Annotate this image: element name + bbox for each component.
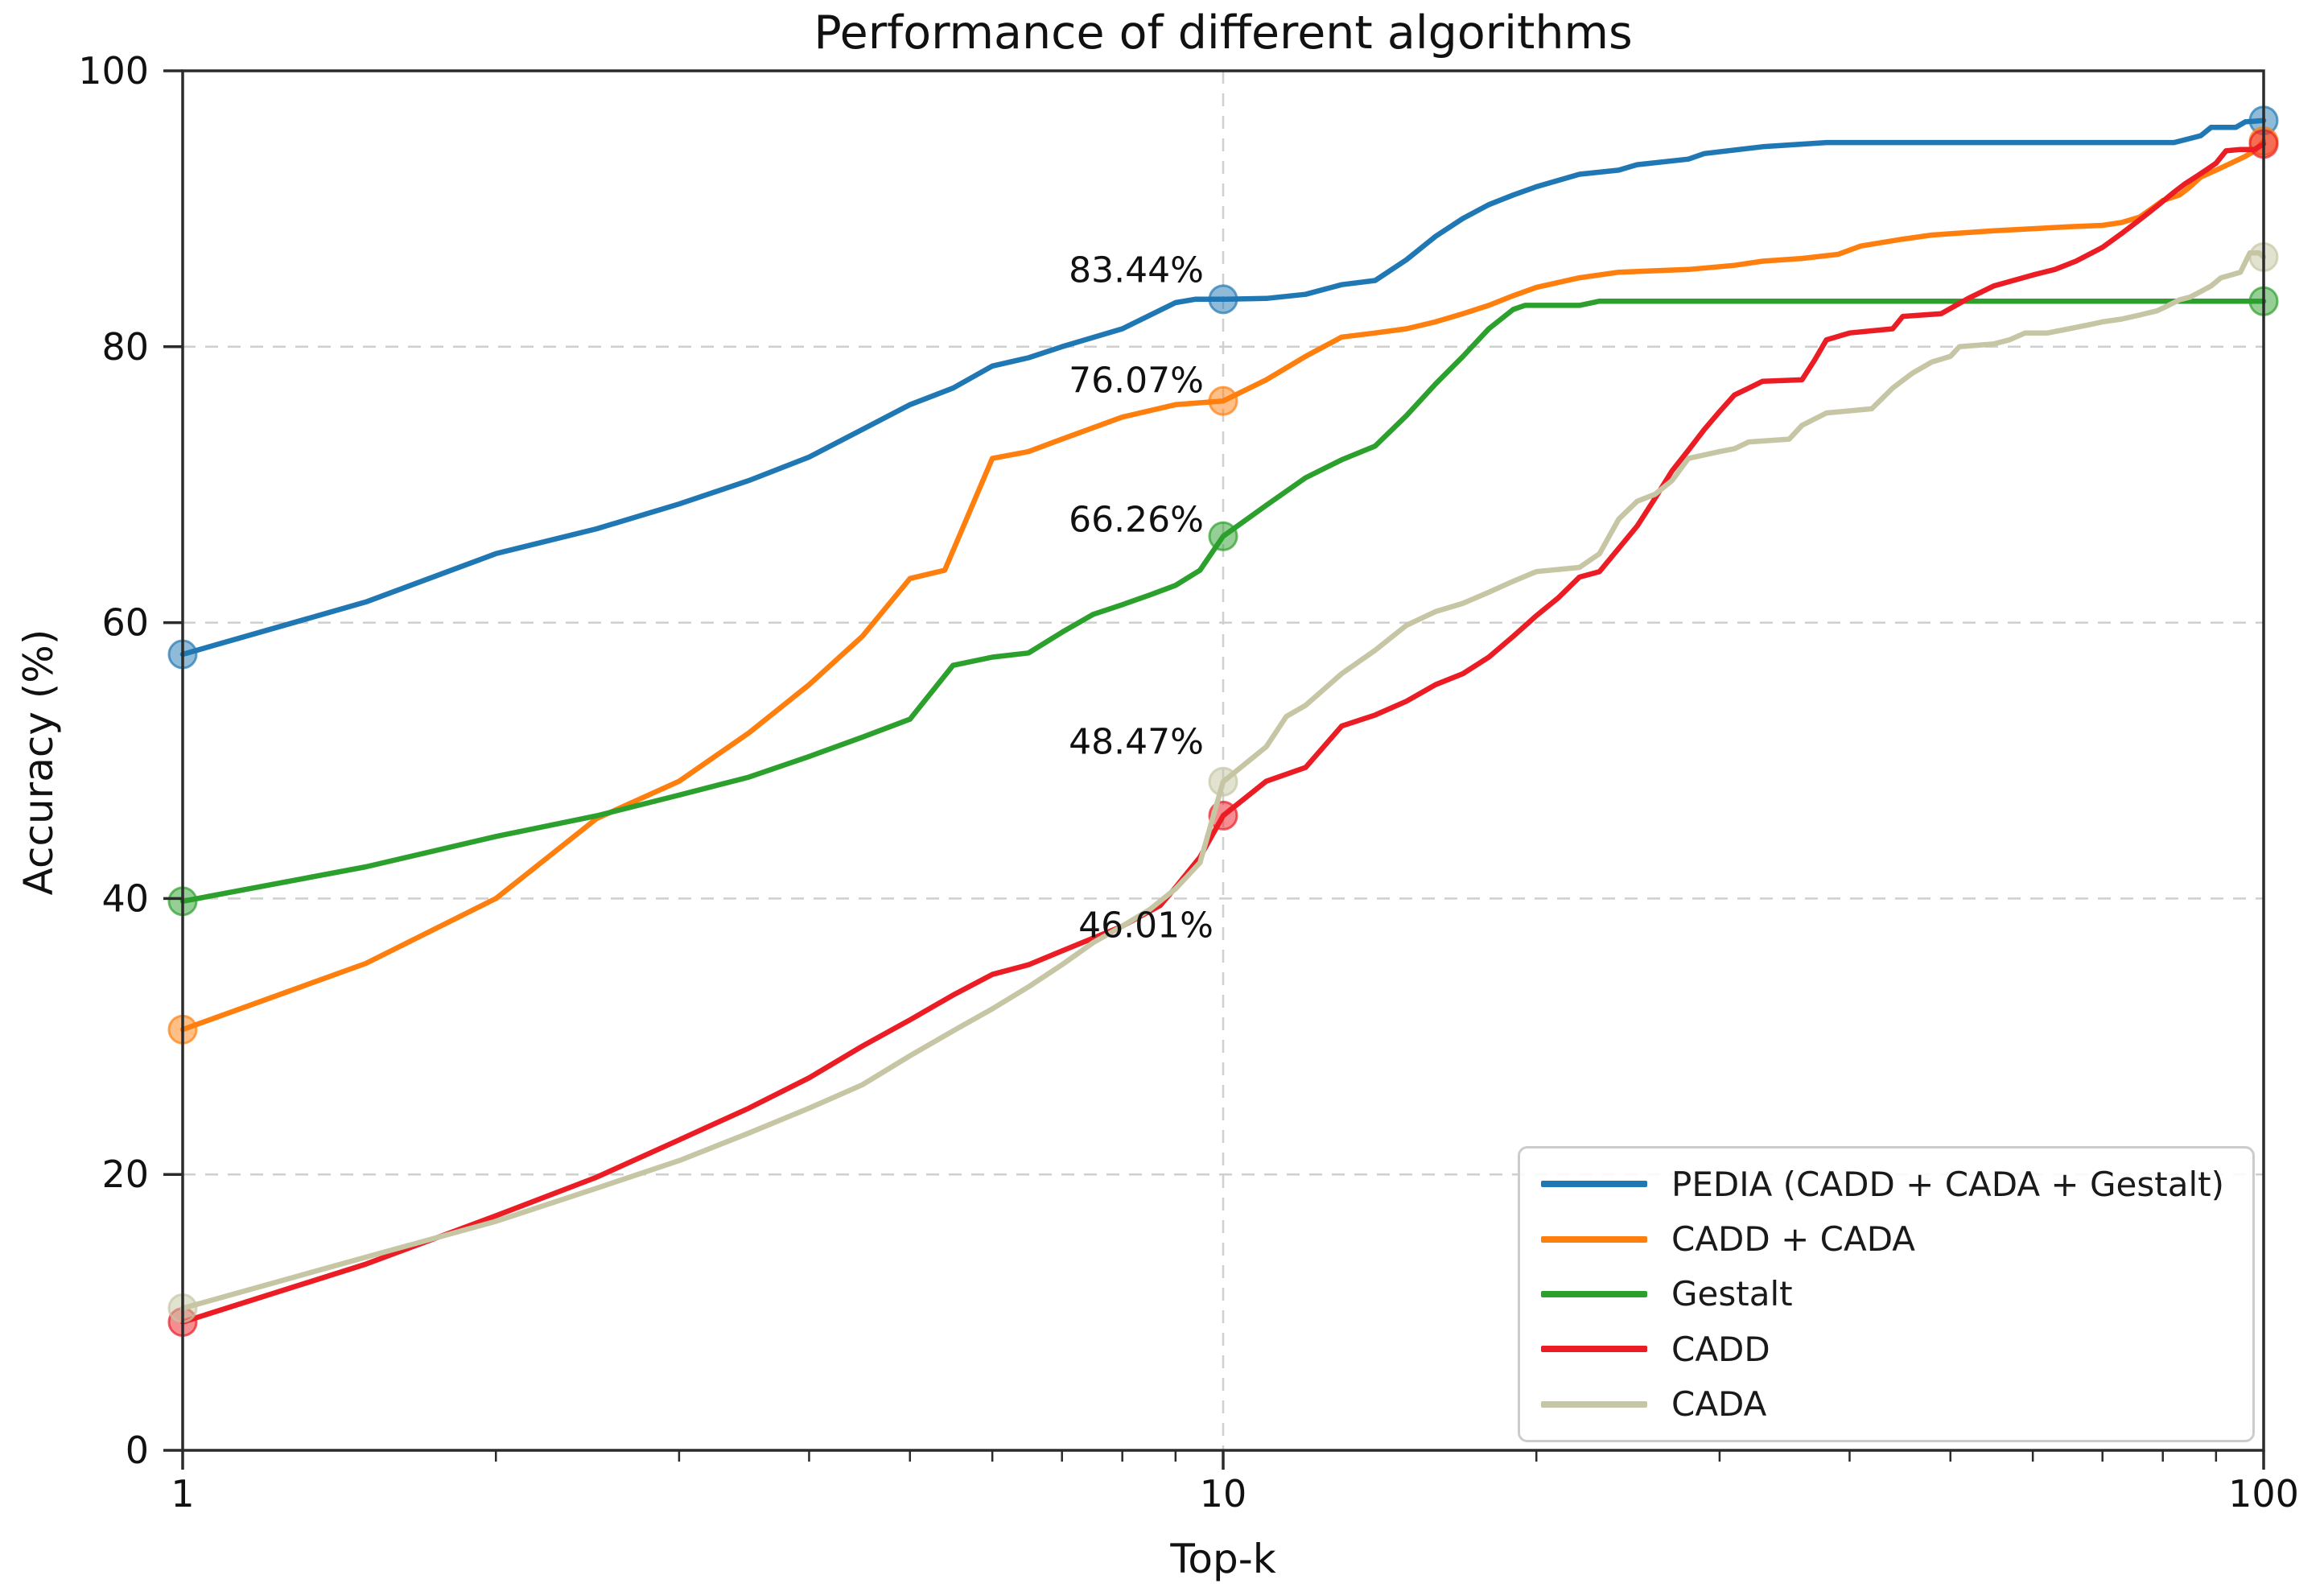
legend-line-sample-gestalt: [1541, 1290, 1647, 1297]
annotation-cada-top10: 48.47%: [1069, 721, 1204, 763]
y-tick-label-60: 60: [101, 601, 149, 645]
legend-label: Gestalt: [1671, 1274, 1793, 1314]
legend-item-pedia: PEDIA (CADD + CADA + Gestalt): [1541, 1165, 2252, 1204]
y-tick-label-20: 20: [101, 1153, 149, 1196]
y-tick-label-0: 0: [126, 1429, 149, 1472]
legend-label: PEDIA (CADD + CADA + Gestalt): [1671, 1164, 2224, 1204]
series-marker-2-k10: [1208, 521, 1238, 551]
series-marker-0-k10: [1208, 284, 1238, 315]
annotation-pedia-top10: 83.44%: [1069, 250, 1204, 291]
x-tick-label-10: 10: [1200, 1472, 1247, 1516]
annotation-cadd-top10: 46.01%: [1078, 905, 1214, 946]
legend-label: CADD + CADA: [1671, 1219, 1916, 1260]
legend-line-sample-cadd-cada: [1541, 1235, 1647, 1243]
legend-line-sample-cada: [1541, 1400, 1647, 1408]
chart-title: Performance of different algorithms: [814, 6, 1633, 60]
series-marker-1-k10: [1208, 386, 1238, 416]
y-tick-label-80: 80: [101, 325, 149, 369]
series-line-3: [179, 141, 2267, 1325]
legend-item-gestalt: Gestalt: [1541, 1274, 2252, 1314]
x-axis-label: Top-k: [1170, 1536, 1276, 1582]
x-tick-label-1: 1: [171, 1472, 194, 1516]
x-tick-label-100: 100: [2228, 1472, 2299, 1516]
series-line-0: [179, 118, 2267, 658]
legend-line-sample-pedia: [1541, 1181, 1647, 1188]
legend-label: CADD: [1671, 1329, 1770, 1369]
annotation-cadd-cada-top10: 76.07%: [1069, 360, 1204, 402]
legend-label: CADA: [1671, 1384, 1767, 1425]
series-marker-4-k10: [1208, 766, 1238, 797]
annotation-gestalt-top10: 66.26%: [1069, 499, 1204, 541]
legend-line-sample-cadd: [1541, 1346, 1647, 1353]
legend-item-cada: CADA: [1541, 1384, 2252, 1424]
y-axis-label: Accuracy (%): [15, 629, 62, 896]
y-tick-label-100: 100: [78, 49, 149, 93]
legend-item-cadd: CADD: [1541, 1330, 2252, 1369]
series-line-4: [179, 250, 2267, 1311]
legend-item-cadd-cada: CADD + CADA: [1541, 1219, 2252, 1259]
series-line-2: [179, 298, 2267, 905]
y-tick-label-40: 40: [101, 876, 149, 920]
legend-box: PEDIA (CADD + CADA + Gestalt) CADD + CAD…: [1518, 1146, 2255, 1442]
